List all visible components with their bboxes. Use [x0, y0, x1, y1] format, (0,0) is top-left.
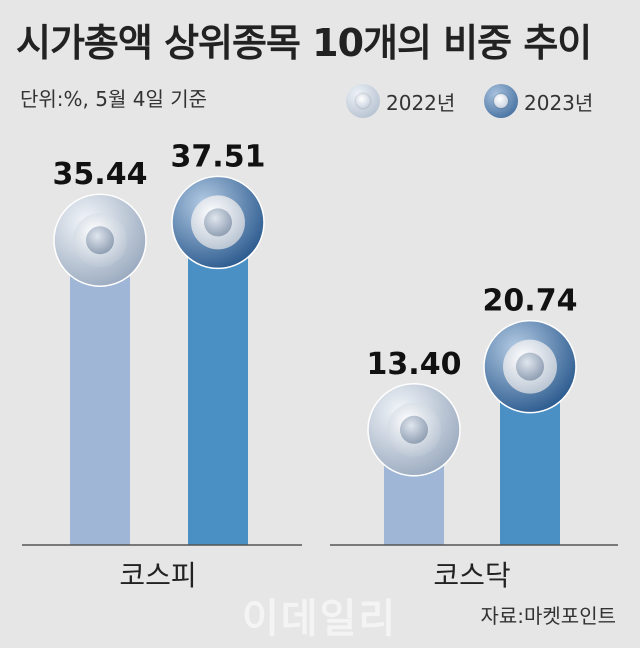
value-label-cat0-s1: 37.51 — [171, 139, 266, 174]
category-label-kosdaq: 코스닥 — [433, 559, 510, 592]
source-note: 자료:마켓포인트 — [480, 604, 616, 628]
bar-cap-core-cat0-s1 — [204, 208, 232, 237]
legend-marker-2022-icon — [346, 84, 380, 118]
bar-stem-cat0-s1 — [188, 222, 248, 545]
legend-item-2023: 2023년 — [484, 84, 593, 118]
category-label-kospi: 코스피 — [119, 559, 196, 592]
bar-stem-cat0-s0 — [70, 240, 130, 545]
bar-cap-core-cat0-s0 — [86, 226, 114, 255]
value-label-cat1-s1: 20.74 — [483, 284, 578, 319]
legend-label-2022: 2022년 — [386, 90, 456, 115]
bar-cap-core-cat1-s1 — [516, 352, 544, 381]
unit-note: 단위:%, 5월 4일 기준 — [20, 87, 208, 111]
legend-item-2022: 2022년 — [346, 84, 455, 118]
watermark: 이데일리 — [242, 596, 398, 642]
chart-title: 시가총액 상위종목 10개의 비중 추이 — [16, 21, 592, 65]
legend-label-2023: 2023년 — [524, 90, 594, 115]
legend-marker-2023-icon — [484, 84, 518, 118]
value-label-cat0-s0: 35.44 — [53, 157, 148, 192]
bar-cap-core-cat1-s0 — [400, 415, 428, 444]
value-label-cat1-s0: 13.40 — [367, 347, 462, 382]
